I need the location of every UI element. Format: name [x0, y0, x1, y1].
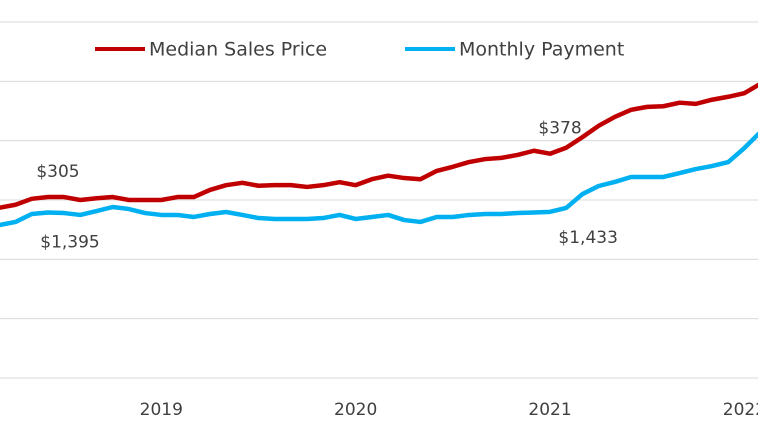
data-label: $378 — [538, 119, 581, 139]
x-tick-label: 2021 — [528, 400, 571, 420]
x-tick-label: 2022 — [723, 400, 758, 420]
data-label: $1,395 — [40, 232, 99, 252]
data-label: $1,433 — [558, 228, 617, 248]
x-tick-label: 2019 — [140, 400, 183, 420]
series-line — [0, 131, 758, 228]
legend-label: Median Sales Price — [149, 39, 327, 61]
data-label: $305 — [36, 162, 79, 182]
legend-label: Monthly Payment — [459, 39, 624, 61]
x-tick-label: 2020 — [334, 400, 377, 420]
series-line — [0, 82, 758, 210]
